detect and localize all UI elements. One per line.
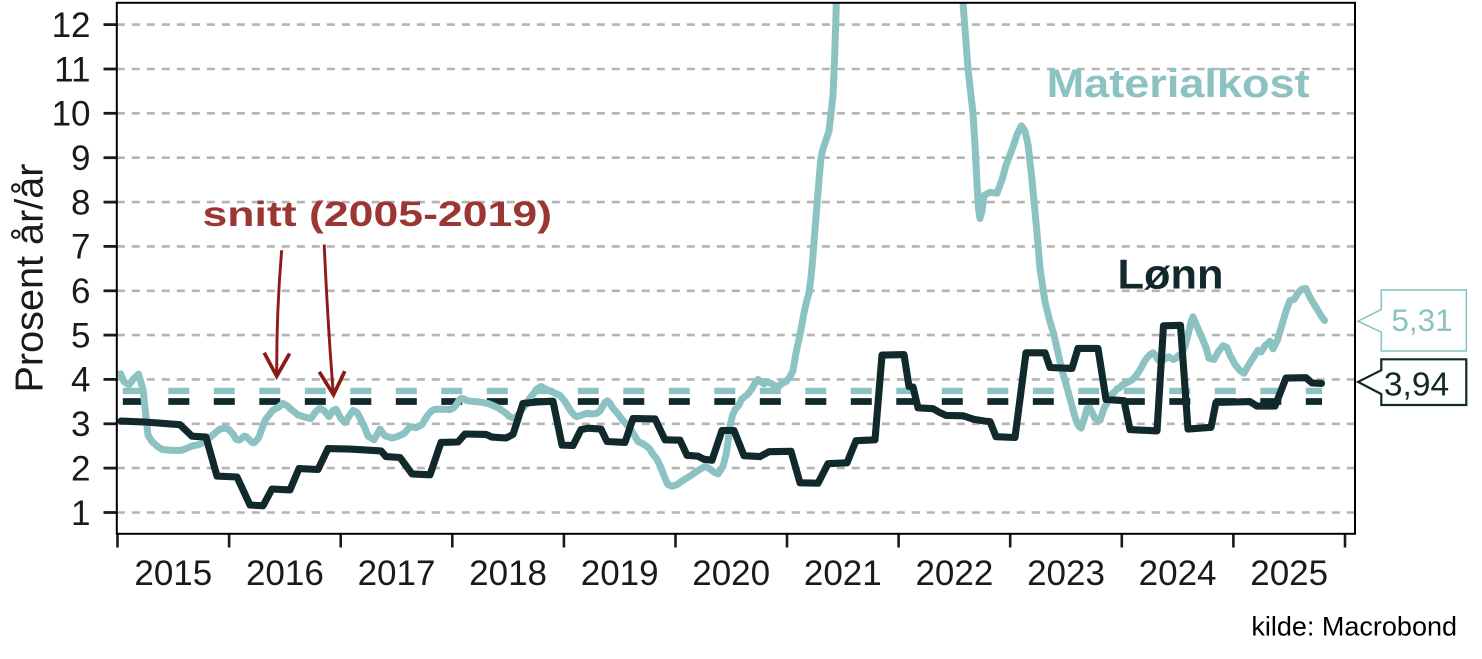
svg-text:11: 11: [54, 50, 90, 89]
svg-text:2015: 2015: [134, 554, 212, 593]
svg-text:2025: 2025: [1250, 554, 1328, 593]
svg-text:2021: 2021: [804, 554, 882, 593]
svg-text:8: 8: [71, 183, 90, 222]
svg-text:1: 1: [71, 494, 90, 533]
svg-text:2016: 2016: [246, 554, 324, 593]
svg-text:2023: 2023: [1027, 554, 1105, 593]
svg-text:2019: 2019: [581, 554, 659, 593]
svg-text:12: 12: [52, 6, 91, 45]
svg-text:Prosent år/år: Prosent år/år: [9, 163, 52, 392]
svg-text:7: 7: [71, 228, 90, 267]
svg-text:2024: 2024: [1139, 554, 1217, 593]
svg-text:kilde: Macrobond: kilde: Macrobond: [1251, 612, 1457, 642]
svg-text:2018: 2018: [469, 554, 547, 593]
svg-text:5: 5: [71, 316, 90, 355]
svg-text:3: 3: [71, 405, 90, 444]
svg-text:9: 9: [71, 139, 90, 178]
svg-text:4: 4: [71, 361, 90, 400]
svg-text:2020: 2020: [692, 554, 770, 593]
svg-text:Materialkost: Materialkost: [1047, 62, 1310, 106]
svg-text:6: 6: [71, 272, 90, 311]
svg-text:5,31: 5,31: [1391, 302, 1452, 338]
svg-text:2: 2: [71, 449, 90, 488]
svg-text:snitt (2005-2019): snitt (2005-2019): [203, 195, 553, 234]
svg-text:10: 10: [52, 95, 91, 134]
svg-text:Lønn: Lønn: [1118, 251, 1224, 298]
svg-text:2022: 2022: [915, 554, 993, 593]
svg-text:3,94: 3,94: [1384, 367, 1449, 404]
svg-text:2017: 2017: [358, 554, 436, 593]
